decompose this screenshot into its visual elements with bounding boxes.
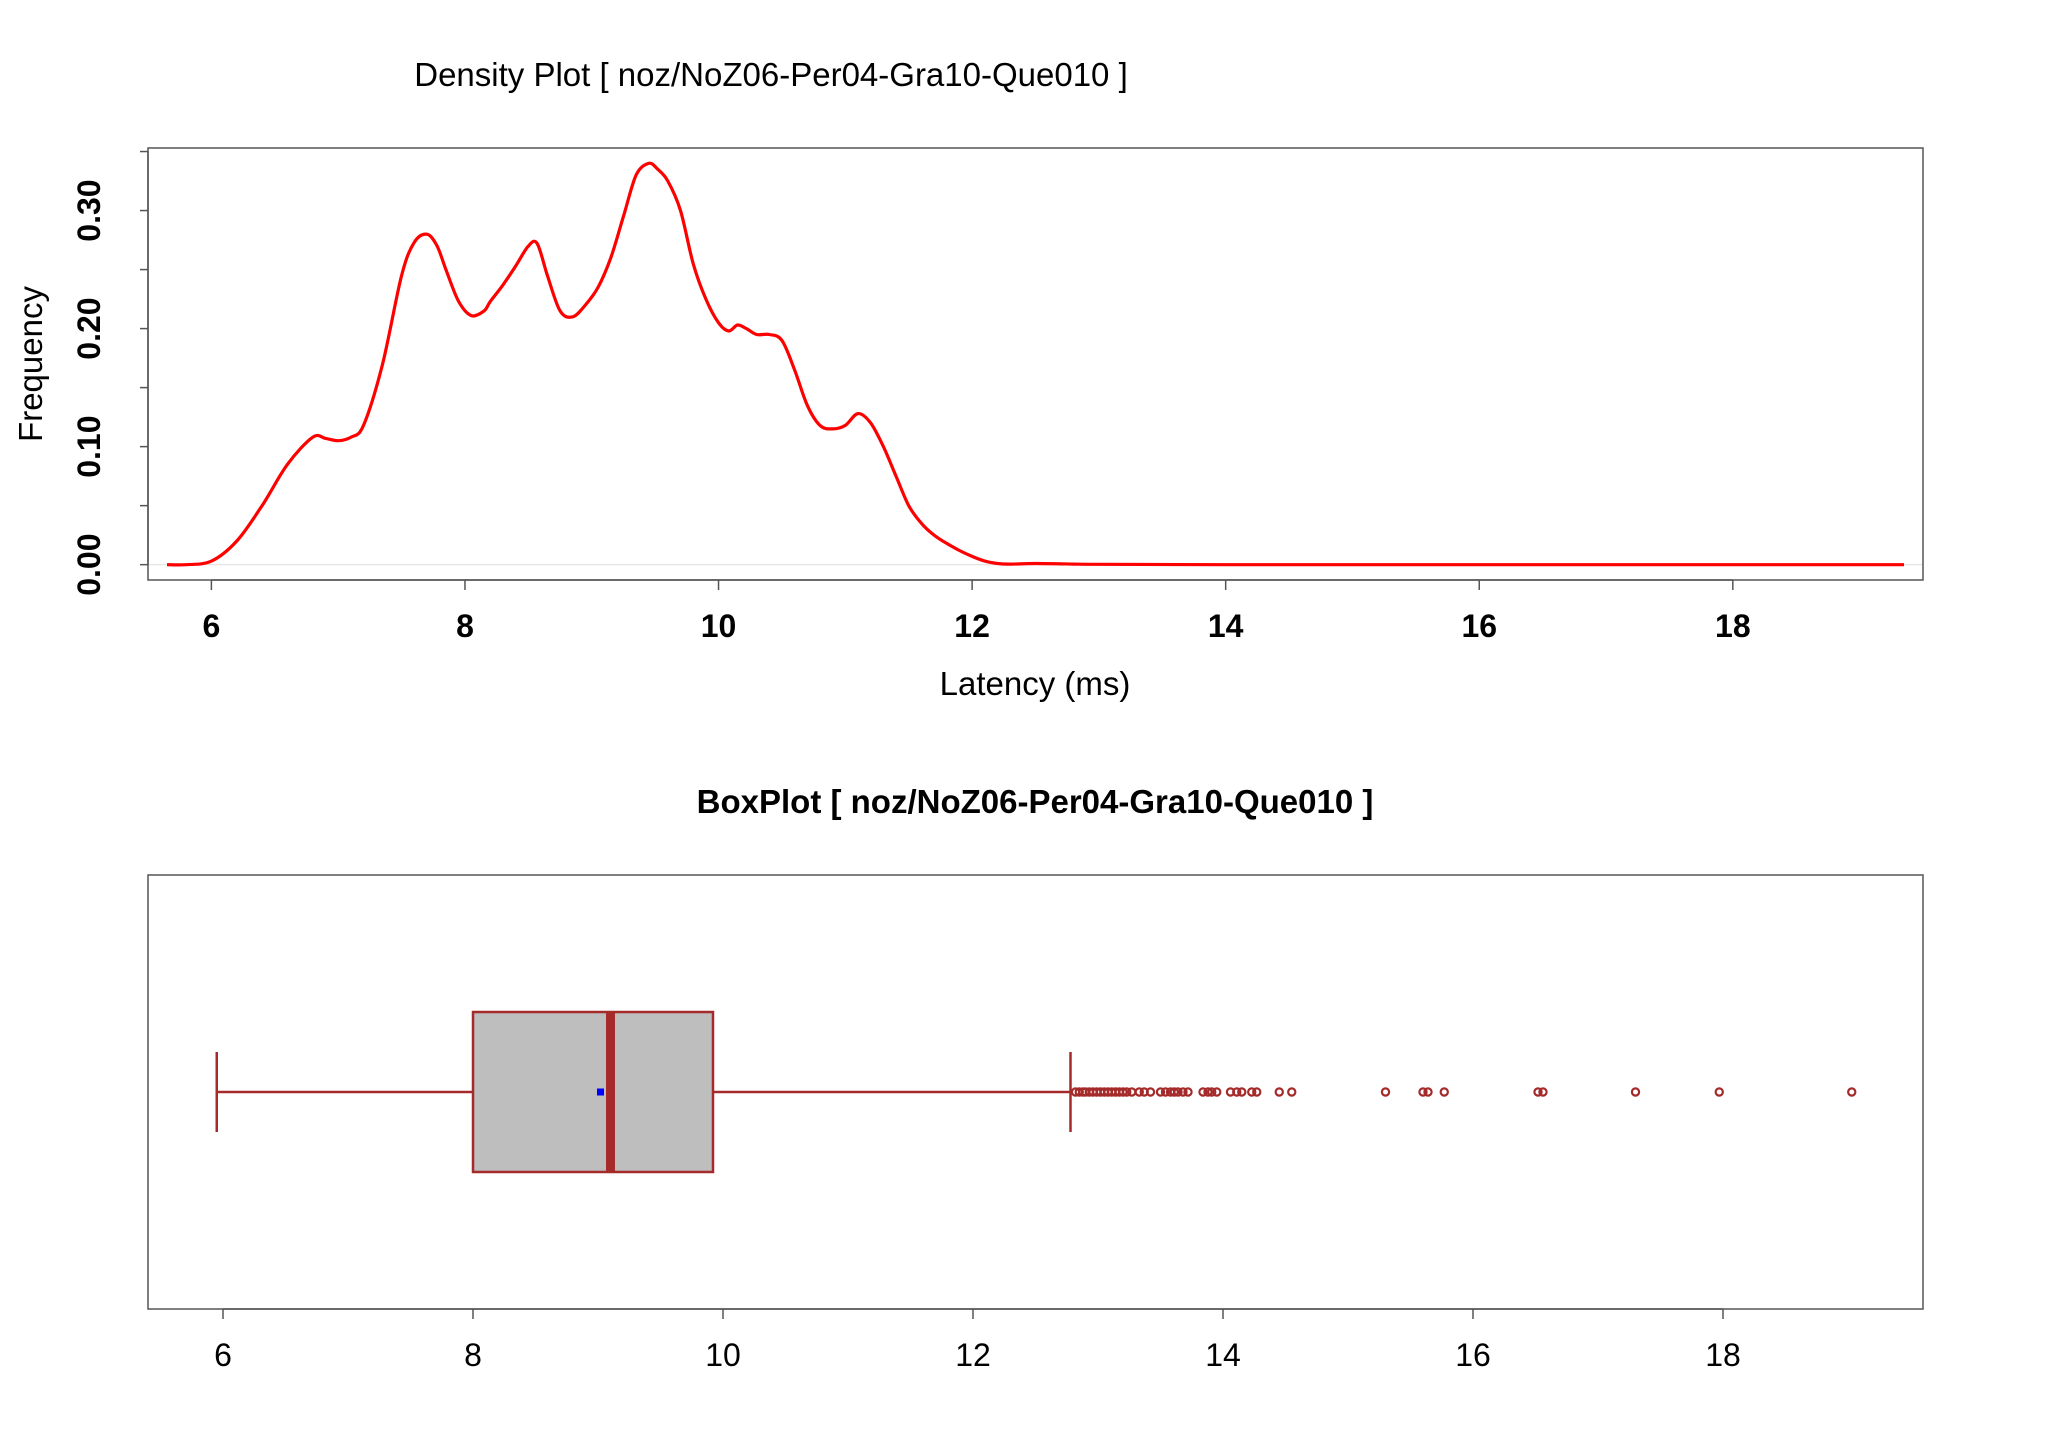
density-y-tick-label: 0.20 [71,297,107,359]
boxplot-outlier-point [1155,1087,1166,1097]
boxplot-outlier-point [1134,1087,1144,1097]
boxplot-body [215,1010,1072,1174]
boxplot-x-tick-label: 16 [1455,1337,1491,1373]
boxplot-outlier-point [1418,1087,1428,1097]
density-x-tick-label: 6 [202,608,220,644]
density-x-tick-label: 10 [701,608,737,644]
density-y-tick-label: 0.10 [71,415,107,477]
boxplot-outliers [1070,1087,1857,1097]
boxplot-outlier-point [1145,1087,1156,1097]
boxplot-outlier-point [1203,1087,1213,1097]
boxplot-x-tick-label: 8 [464,1337,482,1373]
boxplot-outlier-point [1847,1087,1857,1097]
density-x-ticks: 6 8 10 12 14 16 18 [202,579,1751,644]
boxplot-outlier-point [1380,1087,1391,1097]
density-y-tick-label: 0.00 [71,534,107,596]
boxplot-x-tick-label: 14 [1205,1337,1241,1373]
boxplot-outlier-point [1237,1087,1247,1097]
boxplot-outlier-point [1198,1087,1208,1097]
density-title: Density Plot [ noz/NoZ06-Per04-Gra10-Que… [414,56,1128,93]
density-x-axis-label: Latency (ms) [940,665,1131,702]
boxplot-outlier-point [1533,1087,1543,1097]
boxplot-outlier-point [1122,1087,1132,1097]
boxplot-title: BoxPlot [ noz/NoZ06-Per04-Gra10-Que010 ] [697,783,1374,820]
boxplot-x-tick-label: 12 [955,1337,991,1373]
boxplot-outlier-point [1160,1087,1171,1097]
boxplot-outlier-point [1127,1087,1137,1097]
boxplot-x-ticks: 6 8 10 12 14 16 18 [214,1308,1741,1373]
boxplot-outlier-point [1714,1087,1724,1097]
boxplot-outlier-point [1183,1087,1193,1097]
density-x-tick-label: 12 [954,608,990,644]
density-plot-frame [147,147,1924,581]
boxplot-outlier-point [1178,1087,1188,1097]
density-y-ticks: 0.00 0.10 0.20 0.30 [71,150,149,596]
boxplot-outlier-point [1169,1087,1179,1097]
boxplot-outlier-point [1212,1087,1222,1097]
boxplot-outlier-point [1207,1087,1217,1097]
density-x-tick-label: 18 [1715,608,1751,644]
box-plot: BoxPlot [ noz/NoZ06-Per04-Gra10-Que010 ]… [147,783,1924,1373]
boxplot-outlier-point [1538,1087,1548,1097]
density-x-tick-label: 8 [456,608,474,644]
boxplot-outlier-point [1439,1087,1449,1097]
density-curve [166,161,1904,567]
density-x-tick-label: 14 [1208,608,1244,644]
boxplot-outlier-point [1247,1087,1257,1097]
boxplot-outlier-point [1630,1087,1641,1097]
density-y-tick-label: 0.30 [71,179,107,241]
density-y-axis-label: Frequency [12,286,49,442]
boxplot-outlier-point [1173,1087,1183,1097]
boxplot-mean-marker [597,1088,604,1096]
boxplot-outlier-point [1274,1087,1284,1097]
density-x-tick-label: 16 [1461,608,1497,644]
boxplot-outlier-point [1118,1087,1128,1097]
boxplot-outlier-point [1287,1087,1297,1097]
boxplot-iqr-box [471,1010,715,1174]
density-plot: Density Plot [ noz/NoZ06-Per04-Gra10-Que… [12,56,1924,702]
boxplot-x-tick-label: 10 [705,1337,741,1373]
boxplot-outlier-point [1252,1087,1262,1097]
boxplot-outlier-point [1423,1087,1433,1097]
boxplot-x-tick-label: 6 [214,1337,232,1373]
boxplot-x-tick-label: 18 [1705,1337,1741,1373]
boxplot-outlier-point [1232,1087,1242,1097]
